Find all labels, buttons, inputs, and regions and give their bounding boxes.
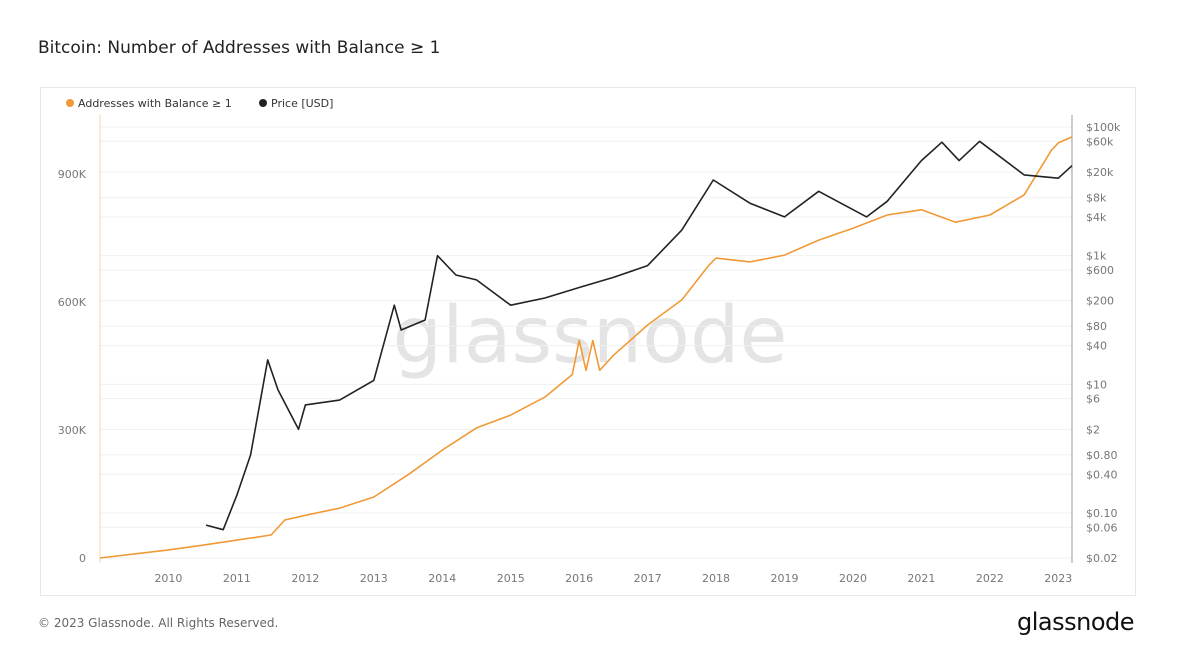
x-tick-label: 2019	[771, 572, 799, 585]
legend: Addresses with Balance ≥ 1 Price [USD]	[66, 97, 333, 110]
y-left-tick-label: 0	[79, 552, 86, 565]
legend-label-addresses[interactable]: Addresses with Balance ≥ 1	[78, 97, 232, 110]
watermark: glassnode	[393, 291, 788, 381]
y-right-tick-label: $20k	[1086, 166, 1114, 179]
x-tick-label: 2017	[634, 572, 662, 585]
y-right-tick-label: $4k	[1086, 211, 1107, 224]
y-right-tick-label: $600	[1086, 264, 1114, 277]
x-tick-label: 2013	[360, 572, 388, 585]
legend-marker-price	[259, 99, 267, 107]
y-right-tick-label: $8k	[1086, 192, 1107, 205]
y-right-tick-label: $40	[1086, 340, 1107, 353]
y-right-tick-label: $2	[1086, 423, 1100, 436]
y-right-tick-label: $10	[1086, 378, 1107, 391]
x-tick-label: 2023	[1044, 572, 1072, 585]
legend-marker-addresses	[66, 99, 74, 107]
x-tick-label: 2018	[702, 572, 730, 585]
legend-label-price[interactable]: Price [USD]	[271, 97, 333, 110]
copyright: © 2023 Glassnode. All Rights Reserved.	[38, 616, 279, 630]
y-right-tick-label: $200	[1086, 295, 1114, 308]
chart-panel	[40, 87, 1136, 596]
y-right-tick-label: $0.80	[1086, 449, 1118, 462]
y-left-tick-label: 600K	[58, 296, 87, 309]
y-right-tick-label: $100k	[1086, 121, 1121, 134]
y-right-tick-label: $1k	[1086, 250, 1107, 263]
y-right-tick-label: $0.06	[1086, 521, 1118, 534]
x-tick-label: 2021	[907, 572, 935, 585]
y-right-tick-label: $60k	[1086, 135, 1114, 148]
chart-title: Bitcoin: Number of Addresses with Balanc…	[38, 38, 441, 58]
x-tick-label: 2015	[497, 572, 525, 585]
y-right-tick-label: $0.40	[1086, 468, 1118, 481]
y-left-tick-label: 900K	[58, 168, 87, 181]
x-tick-label: 2011	[223, 572, 251, 585]
y-right-tick-label: $80	[1086, 320, 1107, 333]
glassnode-logo: glassnode	[1016, 608, 1135, 636]
y-right-tick-label: $0.02	[1086, 552, 1118, 565]
x-tick-label: 2012	[291, 572, 319, 585]
y-right-tick-label: $0.10	[1086, 507, 1118, 520]
price-line	[205, 140, 1073, 531]
addresses-line	[99, 136, 1073, 559]
x-tick-label: 2016	[565, 572, 593, 585]
y-left-tick-label: 300K	[58, 424, 87, 437]
x-tick-label: 2010	[154, 572, 182, 585]
y-right-tick-label: $6	[1086, 393, 1100, 406]
x-tick-label: 2020	[839, 572, 867, 585]
x-tick-label: 2022	[976, 572, 1004, 585]
x-tick-label: 2014	[428, 572, 456, 585]
